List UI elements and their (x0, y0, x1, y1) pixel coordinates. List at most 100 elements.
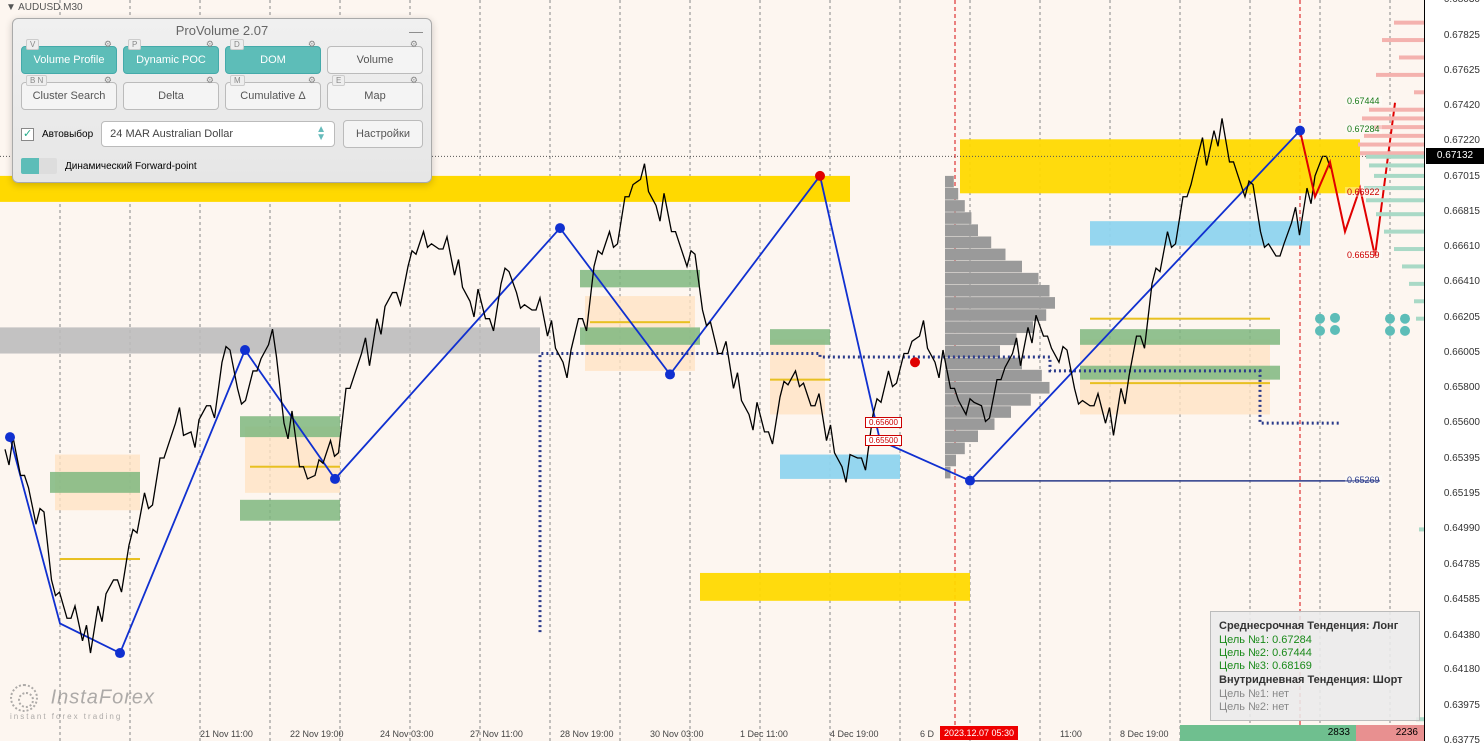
panel-btn-volume[interactable]: ⚙Volume (327, 46, 423, 74)
btn-label: Volume (357, 54, 394, 66)
y-axis: 0.68030 0.67825 0.67625 0.67420 0.67220 0.670… (1424, 0, 1484, 741)
panel-row-fwd: Динамический Forward-point (13, 154, 431, 182)
gear-icon[interactable]: ⚙ (206, 75, 214, 86)
watermark-logo-icon (10, 684, 38, 712)
btn-label: DOM (260, 54, 286, 66)
y-tick: 0.64785 (1444, 559, 1480, 570)
watermark-tagline: instant forex trading (10, 712, 155, 721)
gear-icon[interactable]: ⚙ (410, 39, 418, 50)
target-2: Цель №2: 0.67444 (1219, 647, 1411, 659)
x-tick: 1 Dec 11:00 (740, 729, 788, 739)
btn-tag: D (230, 39, 244, 50)
watermark: InstaForex instant forex trading (10, 684, 155, 721)
intraday-target-2: Цель №2: нет (1219, 701, 1411, 713)
btn-label: Cumulative Δ (240, 90, 305, 102)
y-tick: 0.65195 (1444, 488, 1480, 499)
price-label: 0.66922 (1345, 187, 1382, 197)
autoselect-checkbox[interactable] (21, 128, 34, 141)
volume-red-bar: 2236 (1356, 725, 1424, 741)
target-3: Цель №3: 0.68169 (1219, 660, 1411, 672)
price-label: 0.65269 (1345, 475, 1382, 485)
gear-icon[interactable]: ⚙ (206, 39, 214, 50)
contract-select[interactable]: 24 MAR Australian Dollar ▲▼ (101, 121, 335, 147)
x-tick: 6 D (920, 729, 934, 739)
panel-title-text: ProVolume 2.07 (176, 23, 269, 38)
provolume-panel[interactable]: ProVolume 2.07 — V⚙Volume ProfileP⚙Dynam… (12, 18, 432, 183)
gear-icon[interactable]: ⚙ (104, 39, 112, 50)
btn-tag: P (128, 39, 141, 50)
forward-point-label: Динамический Forward-point (65, 161, 197, 172)
price-label: 0.67444 (1345, 96, 1382, 106)
red-price-badge: 0.65500 (865, 435, 902, 446)
x-tick: 8 Dec 19:00 (1120, 729, 1169, 739)
y-tick: 0.67220 (1444, 135, 1480, 146)
current-price-marker: 0.67132 (1426, 148, 1484, 164)
settings-button[interactable]: Настройки (343, 120, 423, 148)
btn-tag: B N (26, 75, 47, 86)
panel-btn-volume-profile[interactable]: V⚙Volume Profile (21, 46, 117, 74)
btn-label: Cluster Search (33, 90, 106, 102)
target-1: Цель №1: 0.67284 (1219, 634, 1411, 646)
x-tick: 28 Nov 19:00 (560, 729, 614, 739)
gear-icon[interactable]: ⚙ (410, 75, 418, 86)
x-tick: 4 Dec 19:00 (830, 729, 879, 739)
btn-label: Map (364, 90, 385, 102)
y-tick: 0.65395 (1444, 453, 1480, 464)
x-tick: 30 Nov 03:00 (650, 729, 704, 739)
intraday-target-1: Цель №1: нет (1219, 688, 1411, 700)
y-tick: 0.67825 (1444, 30, 1480, 41)
contract-value: 24 MAR Australian Dollar (110, 128, 233, 140)
gear-icon[interactable]: ⚙ (308, 39, 316, 50)
x-tick: 21 Nov 11:00 (200, 729, 253, 739)
panel-btn-delta[interactable]: ⚙Delta (123, 82, 219, 110)
x-tick: 24 Nov 03:00 (380, 729, 434, 739)
mid-trend-label: Среднесрочная Тенденция: Лонг (1219, 620, 1411, 632)
minimize-icon[interactable]: — (409, 23, 423, 39)
btn-label: Dynamic POC (136, 54, 206, 66)
y-tick: 0.64380 (1444, 630, 1480, 641)
y-tick: 0.67625 (1444, 65, 1480, 76)
panel-btn-cluster-search[interactable]: B N⚙Cluster Search (21, 82, 117, 110)
panel-row-auto: Автовыбор 24 MAR Australian Dollar ▲▼ На… (13, 114, 431, 154)
btn-tag: M (230, 75, 245, 86)
y-tick: 0.65800 (1444, 382, 1480, 393)
select-arrows-icon: ▲▼ (316, 126, 326, 142)
price-label: 0.67284 (1345, 124, 1382, 134)
gear-icon[interactable]: ⚙ (104, 75, 112, 86)
y-tick: 0.63975 (1444, 700, 1480, 711)
y-tick: 0.65600 (1444, 417, 1480, 428)
trend-infobox: Среднесрочная Тенденция: Лонг Цель №1: 0… (1210, 611, 1420, 721)
y-tick: 0.67420 (1444, 100, 1480, 111)
volume-green-bar: 2833 (1180, 725, 1356, 741)
forward-point-toggle[interactable] (21, 158, 57, 174)
y-tick: 0.66205 (1444, 312, 1480, 323)
btn-tag: E (332, 75, 345, 86)
y-tick: 0.64180 (1444, 664, 1480, 675)
price-label: 0.66559 (1345, 250, 1382, 260)
panel-title: ProVolume 2.07 — (13, 19, 431, 42)
panel-btn-dom[interactable]: D⚙DOM (225, 46, 321, 74)
x-tick: 22 Nov 19:00 (290, 729, 344, 739)
intraday-trend-label: Внутридневная Тенденция: Шорт (1219, 674, 1411, 686)
panel-btn-map[interactable]: E⚙Map (327, 82, 423, 110)
red-price-badge: 0.65600 (865, 417, 902, 428)
panel-row-2: B N⚙Cluster Search⚙DeltaM⚙Cumulative ΔE⚙… (13, 78, 431, 114)
x-tick: 11:00 (1060, 729, 1082, 739)
btn-label: Delta (158, 90, 184, 102)
x-tick: 27 Nov 11:00 (470, 729, 523, 739)
symbol-label[interactable]: AUDUSD.M30 (6, 2, 83, 13)
y-tick: 0.64990 (1444, 523, 1480, 534)
gear-icon[interactable]: ⚙ (308, 75, 316, 86)
autoselect-label: Автовыбор (42, 129, 93, 140)
panel-btn-cumulative-[interactable]: M⚙Cumulative Δ (225, 82, 321, 110)
y-tick: 0.66610 (1444, 241, 1480, 252)
panel-btn-dynamic-poc[interactable]: P⚙Dynamic POC (123, 46, 219, 74)
y-tick: 0.68030 (1444, 0, 1480, 5)
y-tick: 0.64585 (1444, 594, 1480, 605)
panel-row-1: V⚙Volume ProfileP⚙Dynamic POCD⚙DOM⚙Volum… (13, 42, 431, 78)
btn-label: Volume Profile (34, 54, 105, 66)
btn-tag: V (26, 39, 39, 50)
y-tick: 0.66005 (1444, 347, 1480, 358)
y-tick: 0.66815 (1444, 206, 1480, 217)
y-tick: 0.67015 (1444, 171, 1480, 182)
